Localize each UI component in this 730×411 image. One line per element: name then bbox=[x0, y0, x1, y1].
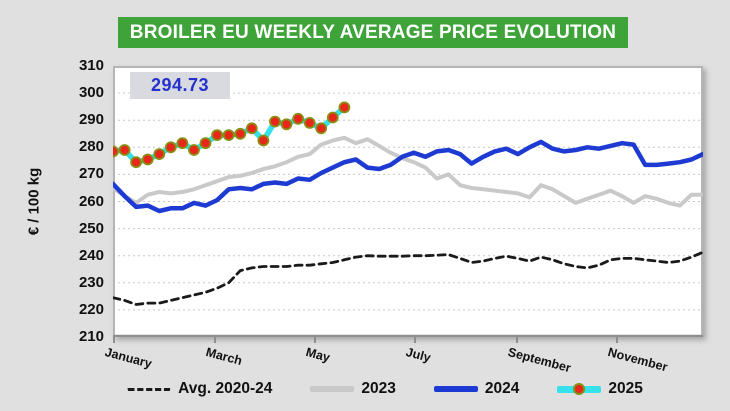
plot-area bbox=[113, 66, 703, 337]
legend-swatch-2025 bbox=[557, 383, 602, 395]
legend-swatch-avg-2020-24 bbox=[127, 387, 172, 391]
y-axis-title-text: € / 100 kg bbox=[25, 167, 43, 236]
series-line-avg-2020-24 bbox=[113, 250, 703, 306]
data-marker-2025 bbox=[257, 134, 270, 147]
x-tick-label-september: September bbox=[505, 345, 572, 376]
data-marker-2025 bbox=[280, 118, 293, 131]
y-tick-label-210: 210 bbox=[78, 328, 104, 345]
legend-item-2025: 2025 bbox=[557, 380, 643, 398]
data-marker-2025 bbox=[222, 129, 235, 141]
data-marker-2025 bbox=[188, 144, 200, 156]
x-tick-mark-november bbox=[616, 337, 619, 343]
data-marker-2025 bbox=[118, 144, 131, 156]
data-marker-2025 bbox=[269, 115, 281, 128]
legend-marker-dot bbox=[573, 383, 586, 395]
chart-title: BROILER EU WEEKLY AVERAGE PRICE EVOLUTIO… bbox=[118, 17, 628, 48]
x-tick-label-november: November bbox=[606, 345, 670, 375]
x-tick-label-march: March bbox=[204, 345, 244, 369]
legend-label-2024: 2024 bbox=[484, 380, 520, 397]
y-tick-label-260: 260 bbox=[78, 192, 104, 210]
y-tick-label-310: 310 bbox=[78, 57, 104, 74]
x-tick-label-january: January bbox=[103, 345, 154, 371]
value-annotation: 294.73 bbox=[130, 72, 230, 99]
legend-item-avg-2020-24: Avg. 2020-24 bbox=[127, 380, 272, 398]
plot-svg bbox=[113, 66, 703, 337]
series-line-2023 bbox=[113, 135, 703, 208]
data-marker-2025 bbox=[292, 112, 305, 125]
data-marker-2025 bbox=[199, 137, 212, 150]
legend-swatch-2023 bbox=[310, 386, 355, 392]
legend: Avg. 2020-24 2023 2024 2025 bbox=[40, 374, 730, 404]
data-marker-2025 bbox=[234, 127, 247, 140]
legend-item-2023: 2023 bbox=[310, 380, 396, 398]
data-marker-2025 bbox=[211, 129, 223, 141]
y-tick-label-290: 290 bbox=[78, 111, 104, 129]
data-marker-2025 bbox=[130, 156, 143, 169]
data-marker-2025 bbox=[113, 145, 119, 158]
legend-label-2023: 2023 bbox=[361, 380, 396, 397]
y-tick-label-230: 230 bbox=[78, 273, 104, 291]
y-tick-label-270: 270 bbox=[78, 165, 104, 183]
data-marker-2025 bbox=[315, 122, 328, 135]
y-axis-title: € / 100 kg bbox=[20, 66, 48, 337]
x-tick-label-july: July bbox=[404, 345, 432, 365]
data-marker-2025 bbox=[326, 111, 339, 124]
y-tick-label-220: 220 bbox=[78, 300, 104, 318]
y-tick-label-300: 300 bbox=[78, 84, 104, 102]
y-tick-label-250: 250 bbox=[78, 219, 104, 237]
legend-item-2024: 2024 bbox=[433, 380, 520, 398]
data-marker-2025 bbox=[303, 117, 316, 129]
x-tick-mark-july bbox=[413, 337, 416, 343]
y-tick-label-240: 240 bbox=[78, 246, 104, 264]
legend-label-avg-2020-24: Avg. 2020-24 bbox=[178, 380, 273, 397]
data-marker-2025 bbox=[153, 148, 166, 160]
data-marker-2025 bbox=[141, 153, 154, 166]
legend-swatch-2024 bbox=[433, 386, 478, 392]
data-marker-2025 bbox=[176, 137, 189, 150]
series-line-2024 bbox=[113, 139, 703, 214]
data-marker-2025 bbox=[245, 122, 258, 135]
data-marker-2025 bbox=[164, 141, 177, 154]
legend-label-2025: 2025 bbox=[608, 380, 643, 397]
x-tick-mark-january bbox=[113, 337, 115, 343]
x-tick-label-may: May bbox=[304, 345, 332, 365]
data-marker-2025 bbox=[338, 101, 351, 114]
x-tick-mark-march bbox=[213, 337, 216, 343]
x-tick-mark-may bbox=[314, 337, 317, 343]
y-tick-label-280: 280 bbox=[78, 138, 104, 156]
x-tick-mark-september bbox=[515, 337, 518, 343]
